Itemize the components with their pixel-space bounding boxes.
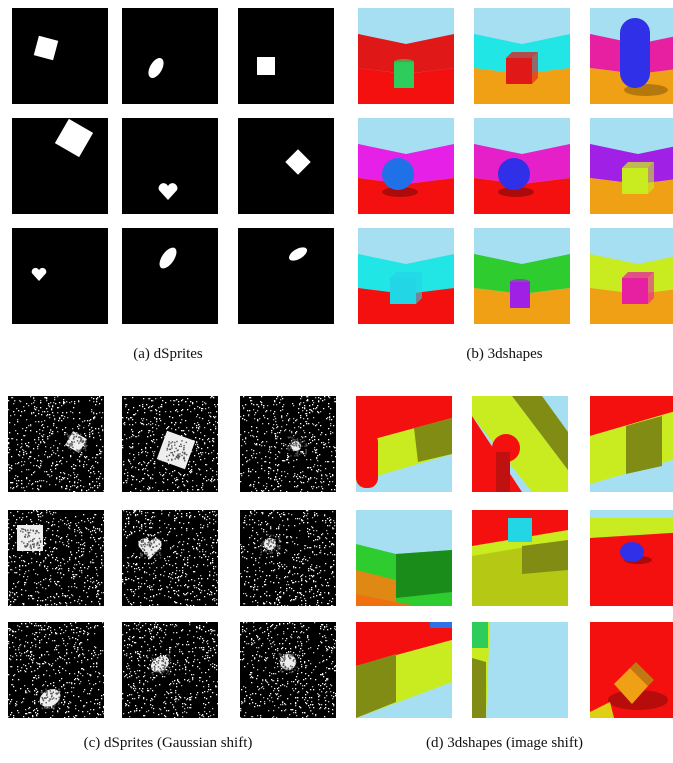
dsprites-noisy-image — [240, 622, 336, 718]
3dshapes-image — [590, 118, 673, 214]
dsprites-noisy-image — [8, 510, 104, 606]
3dshapes-image — [358, 8, 454, 104]
dsprites-image — [122, 118, 218, 214]
3dshapes-image — [474, 228, 570, 324]
dsprites-image — [12, 228, 108, 324]
3dshapes-shifted-image — [472, 622, 568, 718]
dsprites-image — [12, 118, 108, 214]
dsprites-image — [122, 8, 218, 104]
3dshapes-shifted-image — [590, 622, 673, 718]
caption-3dshapes-image-shift: (d) 3dshapes (image shift) — [425, 735, 584, 751]
caption-dsprites-gaussian-shift: (c) dSprites (Gaussian shift) — [83, 735, 253, 751]
dsprites-noisy-image — [240, 510, 336, 606]
3dshapes-shifted-image — [356, 622, 452, 718]
dsprites-image — [12, 8, 108, 104]
dsprites-noisy-image — [122, 622, 218, 718]
dsprites-noisy-image — [122, 396, 218, 492]
3dshapes-image — [590, 8, 673, 104]
dsprites-noisy-image — [240, 396, 336, 492]
dsprites-noisy-image — [8, 396, 104, 492]
caption-dsprites: (a) dSprites — [133, 346, 203, 362]
3dshapes-image — [358, 228, 454, 324]
3dshapes-image — [474, 8, 570, 104]
dsprites-image — [238, 118, 334, 214]
3dshapes-shifted-image — [472, 510, 568, 606]
3dshapes-shifted-image — [472, 396, 568, 492]
dsprites-image — [238, 8, 334, 104]
caption-3dshapes: (b) 3dshapes — [466, 346, 543, 362]
3dshapes-shifted-image — [590, 396, 673, 492]
3dshapes-shifted-image — [590, 510, 673, 606]
3dshapes-image — [358, 118, 454, 214]
dsprites-noisy-image — [122, 510, 218, 606]
dsprites-noisy-image — [8, 622, 104, 718]
dsprites-image — [238, 228, 334, 324]
3dshapes-image — [474, 118, 570, 214]
3dshapes-shifted-image — [356, 396, 452, 492]
3dshapes-shifted-image — [356, 510, 452, 606]
dsprites-image — [122, 228, 218, 324]
3dshapes-image — [590, 228, 673, 324]
